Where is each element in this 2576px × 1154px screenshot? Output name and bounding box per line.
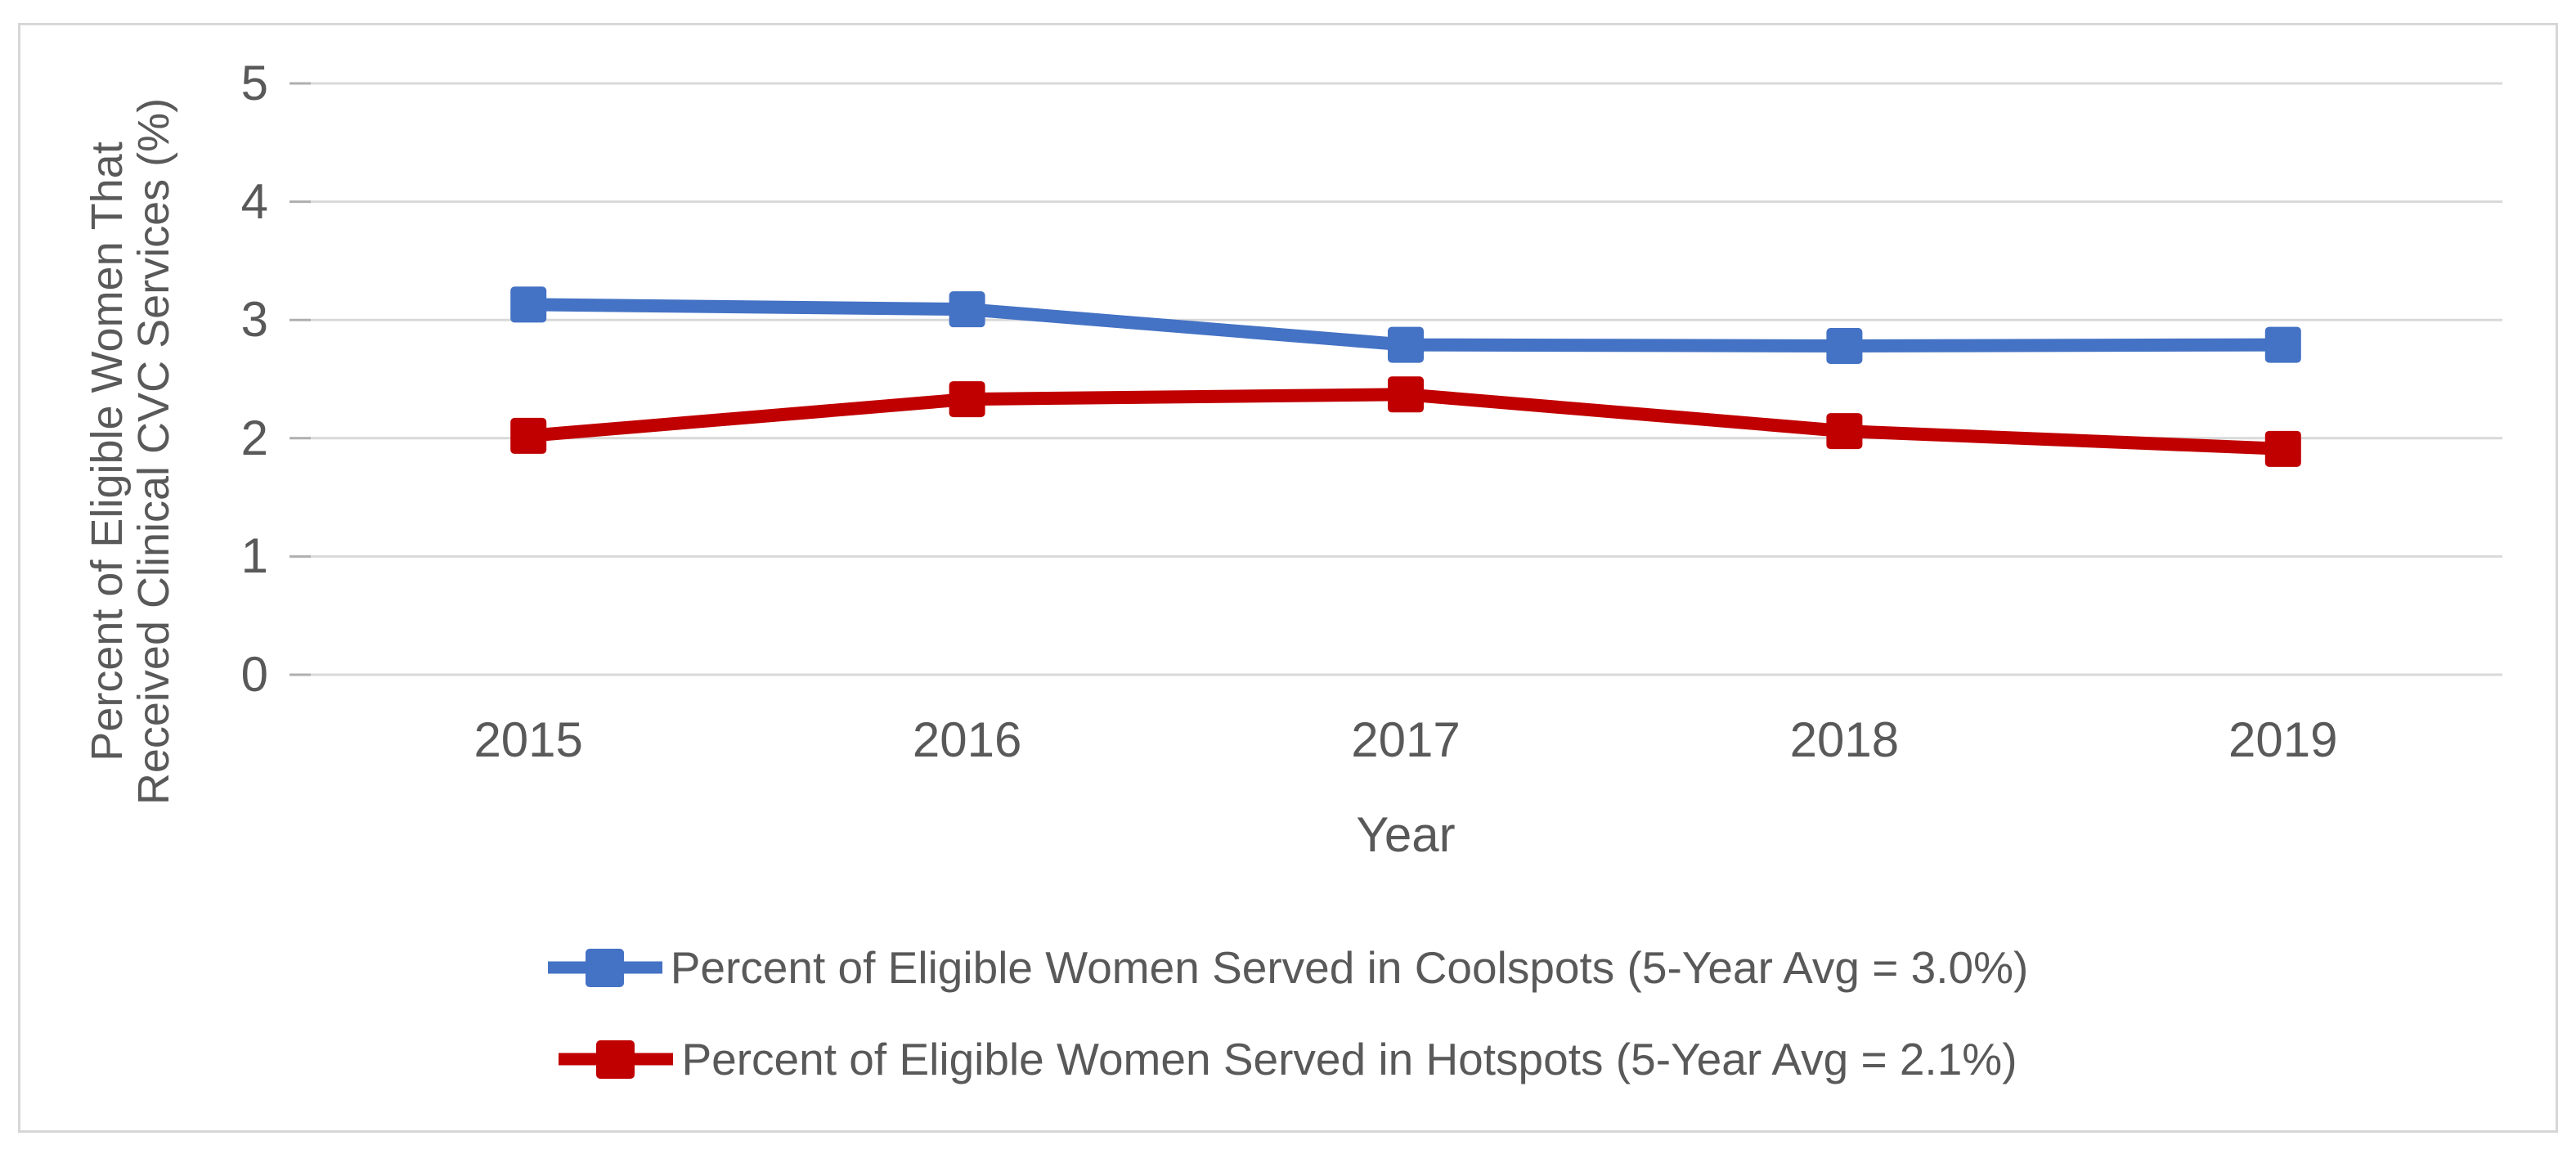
- y-axis-title: Percent of Eligible Women That Received …: [83, 97, 178, 806]
- y-tick-label-3: 3: [240, 292, 268, 348]
- y-axis-title-line2: Received Clinical CVC Services (%): [129, 97, 178, 806]
- marker-coolspots-2016: [949, 291, 985, 328]
- x-tick-label-2016: 2016: [912, 712, 1022, 767]
- marker-coolspots-2018: [1826, 328, 1863, 365]
- y-tick-label-0: 0: [240, 647, 268, 702]
- marker-coolspots-2017: [1388, 326, 1424, 363]
- legend-item-coolspots: Percent of Eligible Women Served in Cool…: [547, 942, 2029, 993]
- chart-border-frame: [18, 23, 2558, 1133]
- x-axis-title: Year: [1356, 807, 1456, 862]
- marker-hotspots-2015: [510, 417, 547, 454]
- marker-hotspots-2018: [1826, 413, 1863, 450]
- marker-hotspots-2017: [1388, 376, 1424, 413]
- x-tick-label-2015: 2015: [473, 712, 583, 767]
- x-tick-label-2017: 2017: [1351, 712, 1461, 767]
- marker-hotspots-2016: [949, 381, 985, 418]
- legend-label-coolspots: Percent of Eligible Women Served in Cool…: [670, 942, 2029, 993]
- legend-marker-hotspots-icon: [559, 1040, 674, 1079]
- marker-coolspots-2019: [2264, 326, 2301, 363]
- y-tick-label-4: 4: [240, 173, 268, 229]
- marker-hotspots-2019: [2264, 430, 2301, 467]
- y-tick-label-2: 2: [240, 410, 268, 465]
- x-tick-label-2019: 2019: [2228, 712, 2338, 767]
- y-tick-label-1: 1: [240, 528, 268, 584]
- legend-label-hotspots: Percent of Eligible Women Served in Hots…: [681, 1034, 2017, 1084]
- legend-item-hotspots: Percent of Eligible Women Served in Hots…: [559, 1034, 2017, 1084]
- x-tick-label-2018: 2018: [1789, 712, 1900, 767]
- marker-coolspots-2015: [510, 286, 547, 323]
- legend: Percent of Eligible Women Served in Cool…: [0, 942, 2576, 1084]
- y-tick-label-5: 5: [240, 56, 268, 110]
- legend-marker-coolspots-icon: [547, 949, 662, 987]
- y-axis-title-line1: Percent of Eligible Women That: [83, 141, 132, 761]
